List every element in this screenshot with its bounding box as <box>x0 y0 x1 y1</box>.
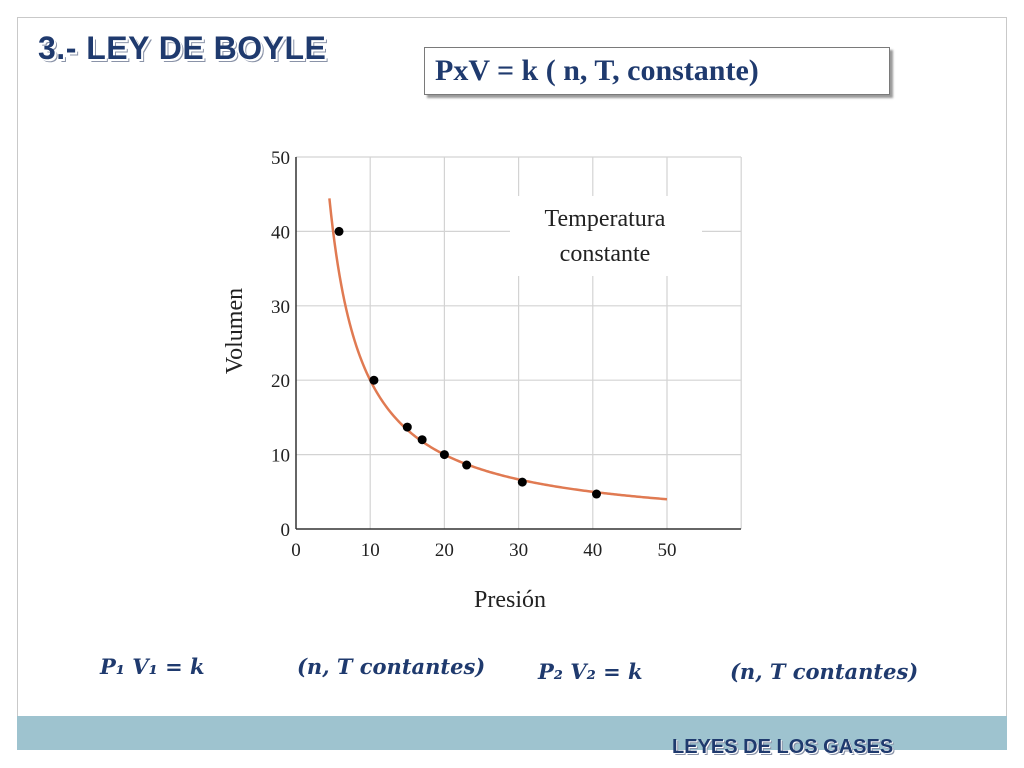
footer-text: LEYES DE LOS GASES <box>672 736 894 758</box>
data-point <box>517 477 527 487</box>
data-point <box>592 489 602 499</box>
data-point <box>439 450 449 460</box>
annotation-line-2: constante <box>560 241 651 267</box>
data-point <box>334 226 344 236</box>
data-point <box>402 422 412 432</box>
x-axis-label: Presión <box>474 587 546 613</box>
footer-band <box>17 716 1007 750</box>
y-tick-label: 10 <box>271 446 290 467</box>
y-tick-label: 20 <box>271 371 290 392</box>
equation-note-2: (n, T contantes) <box>730 659 919 684</box>
equation-note-1: (n, T contantes) <box>297 654 486 679</box>
chart-axes: 0 10 20 30 40 50 0 10 20 30 40 50 <box>271 148 741 561</box>
chart-annotation: Temperatura constante <box>510 196 702 276</box>
x-tick-label: 0 <box>291 540 301 561</box>
data-point <box>462 460 472 470</box>
y-tick-label: 40 <box>271 222 290 243</box>
equation-p2v2: P₂ V₂ = k <box>538 659 643 684</box>
x-tick-label: 20 <box>435 540 454 561</box>
formula-box: PxV = k ( n, T, constante) <box>424 47 890 95</box>
data-point <box>417 435 427 445</box>
x-tick-label: 10 <box>361 540 380 561</box>
y-tick-label: 30 <box>271 297 290 318</box>
x-tick-label: 40 <box>583 540 602 561</box>
chart-series-line <box>328 198 668 501</box>
slide-title: 3.- LEY DE BOYLE <box>38 30 327 66</box>
data-point <box>369 375 379 385</box>
chart-points <box>334 226 602 499</box>
x-tick-label: 30 <box>509 540 528 561</box>
y-tick-label: 50 <box>271 148 290 169</box>
equation-p1v1: P₁ V₁ = k <box>100 654 205 679</box>
x-tick-label: 50 <box>658 540 677 561</box>
y-axis-label: Volumen <box>222 288 248 374</box>
annotation-line-1: Temperatura <box>545 206 666 232</box>
y-tick-label: 0 <box>281 520 291 541</box>
